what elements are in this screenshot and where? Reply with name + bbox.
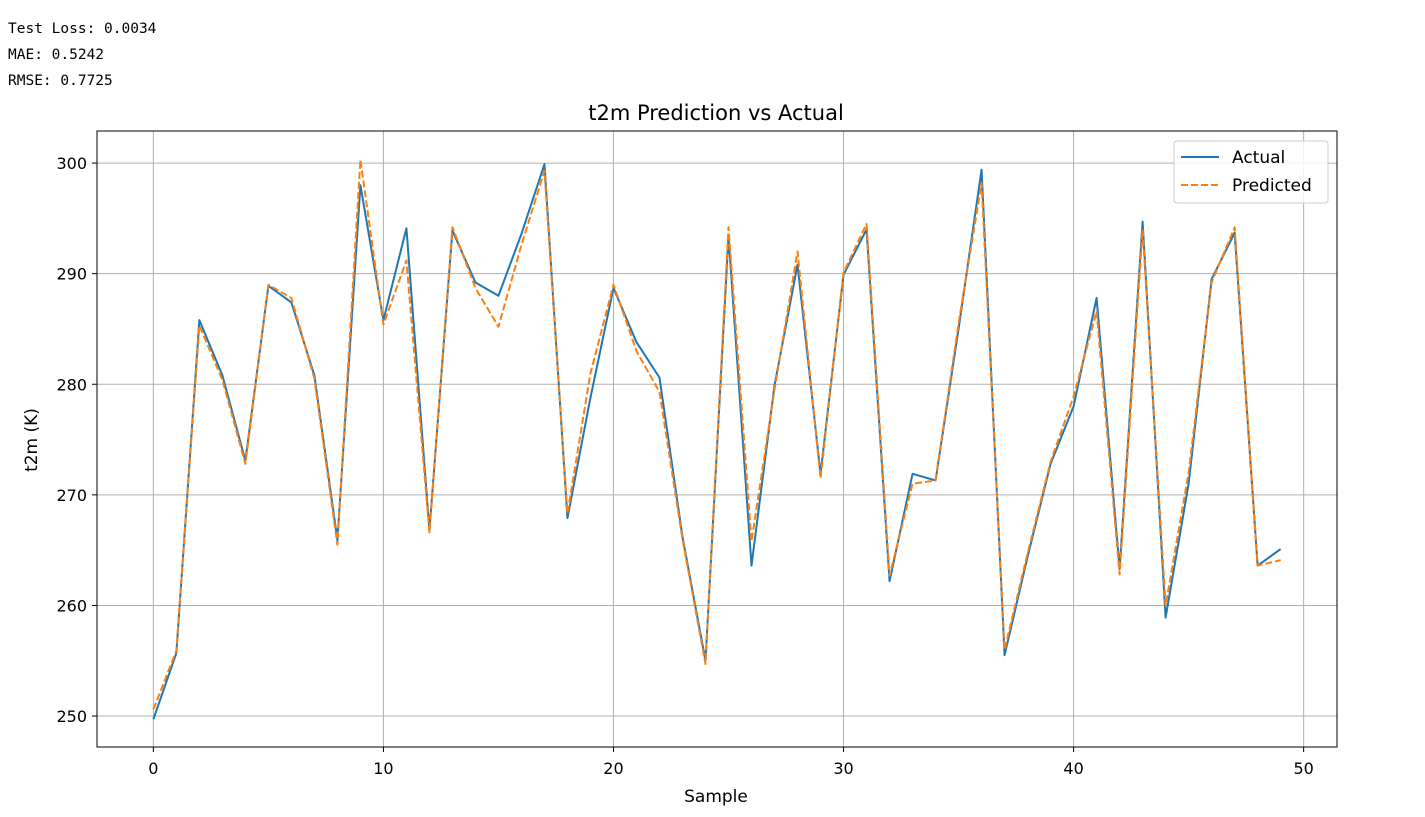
- legend-label-predicted: Predicted: [1232, 176, 1312, 196]
- y-tick-label: 270: [56, 486, 87, 505]
- legend: Actual Predicted: [1173, 140, 1329, 204]
- rmse-line: RMSE: 0.7725: [8, 73, 113, 89]
- y-tick-label: 280: [56, 375, 87, 394]
- x-axis-label: Sample: [684, 787, 748, 807]
- grid: [97, 131, 1337, 747]
- x-tick-label: 0: [148, 759, 158, 778]
- y-axis-label: t2m (K): [22, 408, 42, 472]
- series-layer: [152, 158, 1282, 720]
- y-tick-label: 250: [56, 707, 87, 726]
- x-tick-label: 50: [1293, 759, 1313, 778]
- y-tick-label: 260: [56, 596, 87, 615]
- x-tick-label: 10: [373, 759, 393, 778]
- legend-label-actual: Actual: [1232, 148, 1285, 168]
- x-tick-label: 20: [603, 759, 623, 778]
- series-line-actual: [152, 163, 1282, 720]
- cell-output: Test Loss: 0.0034 MAE: 0.5242 RMSE: 0.77…: [8, 16, 156, 94]
- x-tick-label: 30: [833, 759, 853, 778]
- plot-frame: [96, 130, 1338, 748]
- y-tick-label: 290: [56, 265, 87, 284]
- series-line-predicted: [152, 158, 1281, 710]
- chart-title: t2m Prediction vs Actual: [588, 101, 844, 125]
- test-loss-line: Test Loss: 0.0034: [8, 21, 157, 37]
- ticks: 0 10 20 30 40 50 250 260 270 280 290 300: [56, 154, 1313, 778]
- y-tick-label: 300: [56, 154, 87, 173]
- mae-line: MAE: 0.5242: [8, 47, 105, 63]
- x-tick-label: 40: [1063, 759, 1083, 778]
